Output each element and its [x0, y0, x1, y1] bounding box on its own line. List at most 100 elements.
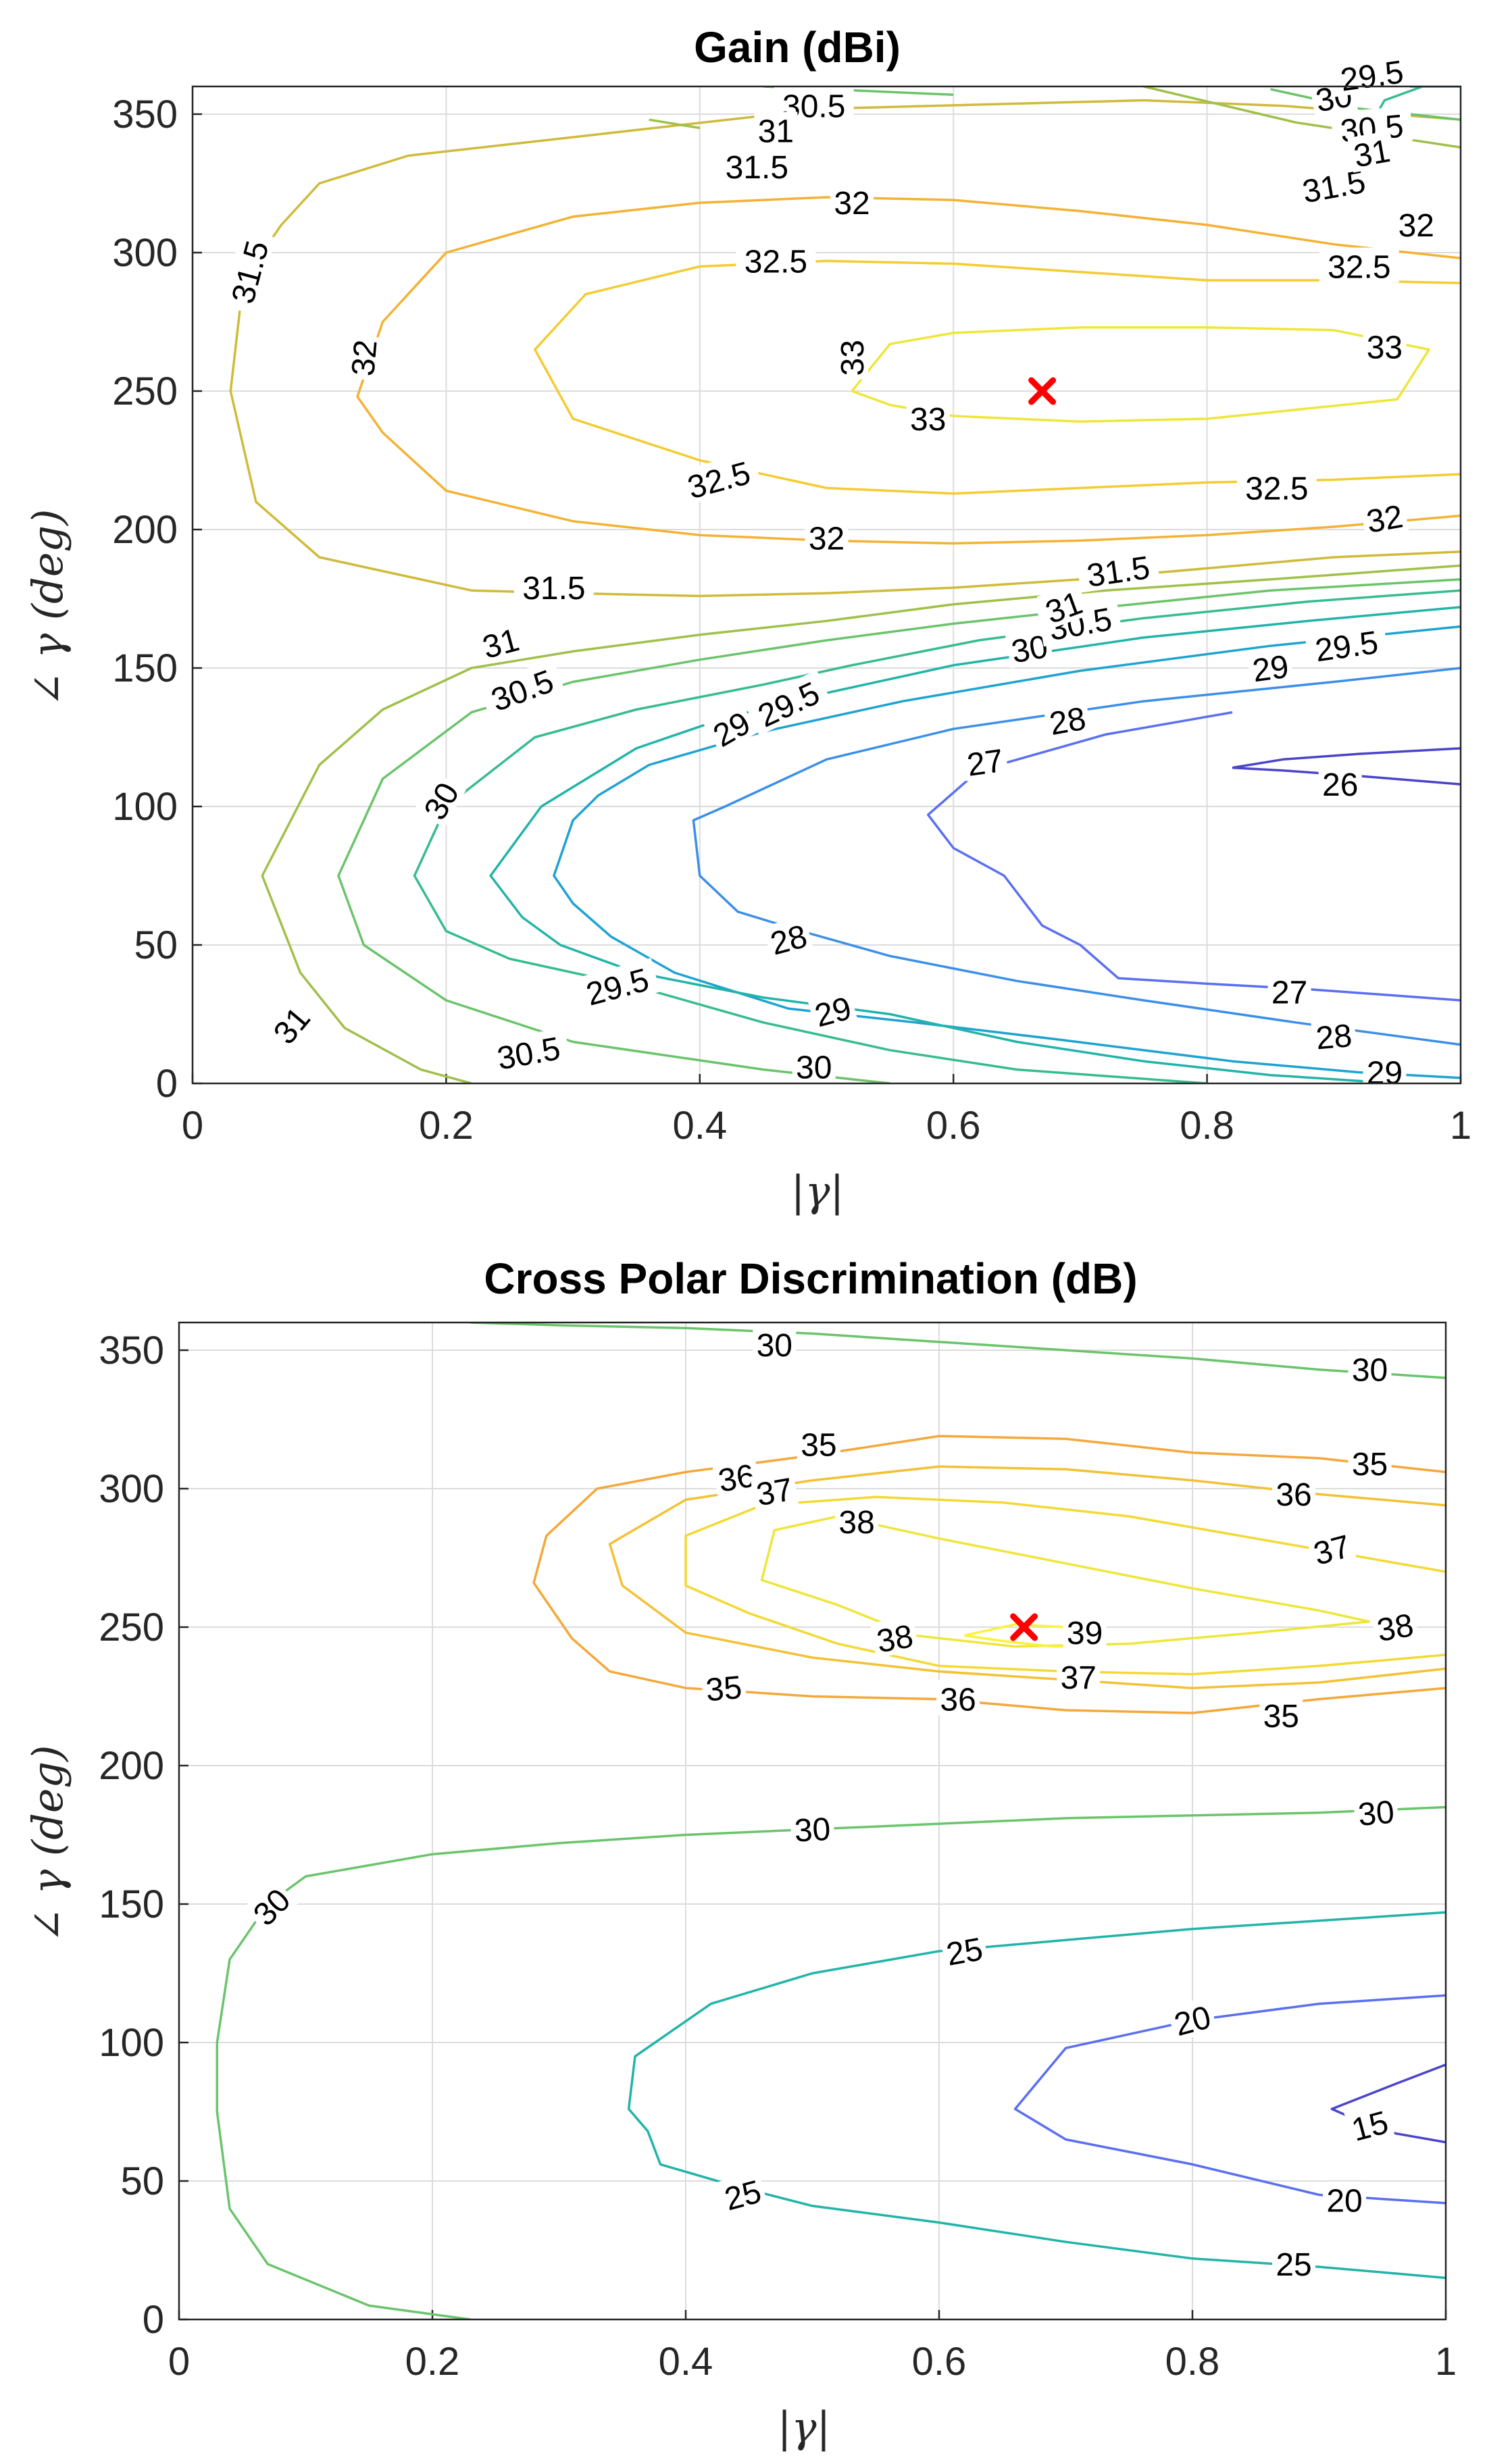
contour-label: 31 — [758, 114, 794, 150]
contour-label-group: 38 — [835, 1503, 879, 1541]
contour-label: 28 — [1047, 701, 1088, 742]
contour-label-group: 38 — [1370, 1604, 1419, 1649]
contour-label: 35 — [705, 1670, 744, 1708]
contour-line-29 — [553, 625, 1461, 1079]
contour-label-bg — [413, 773, 466, 828]
x-tick-label: 0.8 — [1180, 1104, 1234, 1148]
contour-label-group: 36 — [711, 1455, 761, 1499]
contour-label: 31.5 — [1084, 550, 1152, 594]
contour-label-bg — [749, 1468, 799, 1512]
x-tick-label: 0 — [182, 1104, 203, 1148]
contour-label-bg — [1344, 2101, 1395, 2147]
contour-label-group: 29 — [1246, 646, 1294, 689]
contour-label-bg — [1272, 1475, 1315, 1511]
contour-label-bg — [343, 334, 382, 381]
y-tick-label: 300 — [112, 231, 178, 275]
contour-label-group: 32 — [343, 334, 384, 381]
contour-label-group: 27 — [961, 740, 1009, 784]
contour-label-bg — [936, 1680, 980, 1716]
contour-label-group: 36 — [936, 1680, 980, 1718]
contour-label-group: 26 — [1318, 765, 1362, 803]
contour-label-bg — [1267, 973, 1311, 1008]
contour-label-group: 32.5 — [1236, 469, 1317, 507]
y-tick-label: 300 — [99, 1467, 164, 1511]
contour-label-bg — [763, 915, 814, 961]
contour-label-bg — [1259, 1697, 1303, 1732]
x-tick-label: 0.2 — [419, 1104, 474, 1148]
gain-title: Gain (dBi) — [694, 23, 901, 72]
plot-background — [193, 86, 1461, 1083]
contour-label-bg — [675, 451, 762, 506]
contour-label-bg — [940, 1928, 989, 1971]
gain-xlabel: |γ| — [791, 1166, 845, 1216]
y-tick-label: 50 — [134, 923, 178, 967]
contour-label-bg — [1394, 206, 1438, 241]
x-tick-label: 0.4 — [672, 1104, 727, 1148]
contour-line-31 — [649, 118, 701, 130]
contour-label: 32 — [1398, 208, 1434, 244]
axes-frame — [191, 85, 1462, 1085]
contour-label: 29.5 — [1338, 54, 1406, 98]
contour-label: 28 — [1315, 1018, 1354, 1056]
contour-label: 37 — [1061, 1660, 1097, 1696]
contour-label-group: 39 — [1063, 1614, 1107, 1651]
contour-label-bg — [221, 228, 276, 315]
y-tick-label: 250 — [112, 369, 178, 413]
contour-label: 25 — [944, 1931, 986, 1972]
contour-label-group: 32 — [1360, 496, 1409, 540]
contour-label-bg — [1291, 160, 1376, 209]
contour-line-29.5 — [489, 606, 1461, 1083]
contour-label: 30 — [757, 1328, 792, 1364]
x-tick-label: 0.6 — [926, 1104, 981, 1148]
contour-label: 26 — [1322, 767, 1358, 803]
contour-label-bg — [1042, 698, 1092, 741]
contour-label-bg — [830, 184, 874, 220]
contour-line-37 — [684, 1495, 1446, 1676]
contour-label-group: 31 — [474, 619, 526, 666]
contour-label: 38 — [874, 1618, 916, 1660]
marker-stroke — [1028, 377, 1057, 405]
contour-label-group: 30 — [790, 1809, 835, 1849]
contour-label-bg — [1304, 621, 1388, 668]
contour-label-bg — [513, 569, 594, 605]
contour-label: 31 — [1351, 133, 1393, 174]
contour-label: 27 — [965, 743, 1005, 784]
contour-label: 25 — [1276, 2247, 1311, 2283]
contour-label: 32 — [1364, 498, 1406, 540]
contour-label-bg — [753, 1325, 797, 1361]
x-tick-label: 0.4 — [659, 2340, 713, 2384]
contour-line-25 — [627, 1911, 1446, 2280]
contour-label: 33 — [1367, 330, 1403, 365]
contour-label-group: 32 — [1394, 206, 1438, 244]
contour-label-group: 37 — [749, 1468, 799, 1513]
optimum-marker — [1028, 377, 1057, 405]
x-tick-label: 0.8 — [1165, 2340, 1220, 2384]
contour-label-bg — [711, 1455, 761, 1497]
contour-label-bg — [1236, 469, 1317, 505]
contour-label-bg — [792, 1048, 836, 1083]
contour-label-bg — [1076, 546, 1160, 593]
contour-label-bg — [1318, 765, 1362, 801]
contour-label-bg — [700, 1667, 747, 1706]
contour-label-bg — [1323, 2181, 1366, 2217]
contour-label-group: 30 — [1353, 1792, 1399, 1833]
contour-line-33 — [851, 326, 1430, 423]
contour-label: 32 — [809, 521, 845, 557]
contour-label: 30 — [794, 1812, 832, 1849]
contour-label-group: 30 — [753, 1325, 797, 1364]
y-tick-label: 200 — [99, 1744, 164, 1788]
contour-label: 27 — [1271, 975, 1307, 1011]
plot-area — [191, 86, 1462, 1085]
contour-label-group: 35 — [797, 1425, 840, 1463]
contour-label-group: 31 — [754, 111, 798, 150]
contour-label-bg — [1063, 1614, 1107, 1649]
y-tick-label: 0 — [156, 1062, 178, 1106]
contour-label: 29 — [1367, 1056, 1403, 1092]
contour-label-bg — [805, 519, 849, 555]
contour-line-30.5 — [1270, 88, 1461, 121]
contour-label-bg — [1348, 1445, 1392, 1481]
contour-label-bg — [744, 669, 832, 736]
contour-label-bg — [1348, 1350, 1392, 1386]
contour-label-group: 28 — [1042, 698, 1092, 742]
